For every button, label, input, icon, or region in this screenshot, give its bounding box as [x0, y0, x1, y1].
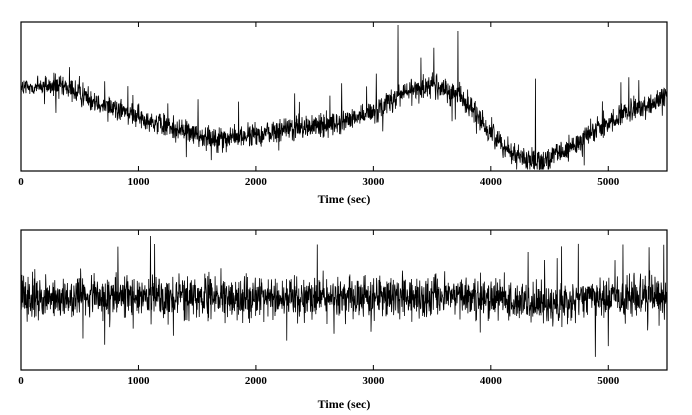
- x-tick-label: 4000: [480, 176, 503, 188]
- x-tick-label: 5000: [597, 176, 620, 188]
- x-tick-label: 3000: [362, 375, 385, 387]
- x-axis-title-top: Time (sec): [318, 192, 371, 206]
- x-axis-title-bottom: Time (sec): [318, 397, 371, 411]
- series-line-top: [20, 24, 668, 170]
- x-tick-label: 5000: [597, 375, 620, 387]
- x-ticks-bottom: 0 1000 2000 3000 4000 5000: [18, 230, 620, 387]
- x-tick-label: 2000: [245, 375, 268, 387]
- x-tick-label: 3000: [362, 176, 385, 188]
- x-tick-label: 1000: [127, 375, 150, 387]
- x-tick-label: 0: [18, 176, 24, 188]
- x-tick-label: 1000: [127, 176, 150, 188]
- chart-top: 0 1000 2000 3000 4000 5000 Time (sec): [18, 21, 668, 206]
- series-line-bottom: [20, 236, 668, 357]
- x-ticks-top: 0 1000 2000 3000 4000 5000: [18, 22, 620, 188]
- x-tick-label: 2000: [245, 176, 268, 188]
- chart-bottom: 0 1000 2000 3000 4000 5000 Time (sec): [18, 229, 668, 411]
- x-tick-label: 4000: [480, 375, 503, 387]
- x-tick-label: 0: [18, 375, 24, 387]
- series-layer-top: [20, 24, 668, 170]
- series-layer-bottom: [20, 236, 668, 357]
